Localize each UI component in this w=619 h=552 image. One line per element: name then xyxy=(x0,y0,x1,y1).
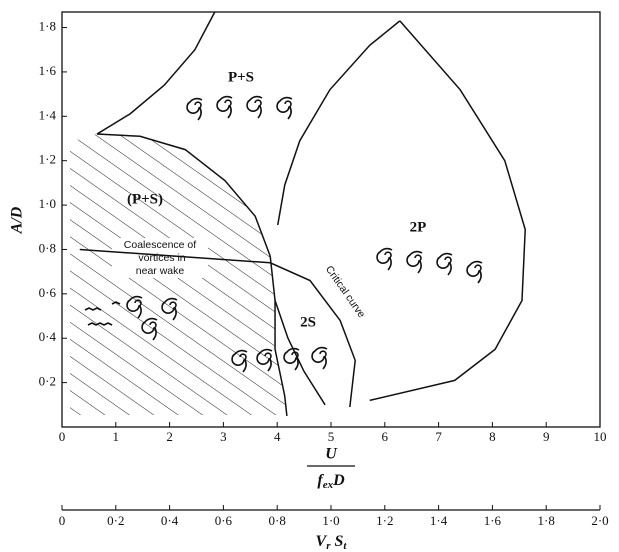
x2-tick-label: 1·4 xyxy=(430,513,448,528)
x-tick-label: 5 xyxy=(328,429,335,444)
x2-tick-label: 0 xyxy=(59,513,66,528)
x-tick-label: 2 xyxy=(166,429,173,444)
x2-tick-label: 1·2 xyxy=(376,513,393,528)
x-tick-label: 10 xyxy=(594,429,607,444)
x-axis-label-numerator: U xyxy=(325,446,338,463)
x-tick-label: 9 xyxy=(543,429,550,444)
x-tick-label: 3 xyxy=(220,429,227,444)
region-label: 2P xyxy=(410,219,427,235)
label-sub: t xyxy=(343,540,347,552)
x2-tick-label: 2·0 xyxy=(591,513,608,528)
label-sub: ex xyxy=(323,479,334,491)
x-tick-label: 1 xyxy=(113,429,120,444)
boundary-curve xyxy=(276,20,401,226)
y-tick-label: 1·6 xyxy=(39,63,57,78)
y-tick-label: 0·4 xyxy=(39,329,57,344)
y-tick-label: 1·0 xyxy=(39,196,56,211)
x-tick-label: 7 xyxy=(435,429,442,444)
boundary-curve xyxy=(96,133,288,416)
x2-tick-label: 0·2 xyxy=(107,513,124,528)
label-part: V xyxy=(316,533,328,550)
x-tick-label: 8 xyxy=(489,429,496,444)
vortex-sketches xyxy=(84,95,483,373)
note: near wake xyxy=(136,265,185,277)
y-tick-label: 0·2 xyxy=(39,374,56,389)
y-tick-label: 1·2 xyxy=(39,152,56,167)
boundary-curve xyxy=(369,20,526,402)
x2-tick-label: 0·6 xyxy=(215,513,233,528)
x2-tick-label: 1·6 xyxy=(484,513,502,528)
x-tick-label: 4 xyxy=(274,429,281,444)
boundary-curve xyxy=(274,300,326,406)
x2-tick-label: 0·4 xyxy=(161,513,179,528)
note: Coalescence of xyxy=(124,239,196,251)
x-axis-label-denominator: fexD xyxy=(317,472,345,491)
label-part: f xyxy=(317,472,324,489)
boundary-curve xyxy=(79,248,356,408)
x-tick-label: 0 xyxy=(59,429,66,444)
y-axis-label: A/D xyxy=(9,206,26,234)
label-sub: r xyxy=(326,540,331,552)
x-tick-label: 6 xyxy=(382,429,389,444)
boundary-curve xyxy=(96,11,216,135)
label-part: D xyxy=(332,472,345,489)
region-label: (P+S) xyxy=(127,191,163,207)
label-part: S xyxy=(334,533,343,550)
x2-tick-label: 1·0 xyxy=(322,513,339,528)
region-label: P+S xyxy=(228,69,254,85)
x2-tick-label: 1·8 xyxy=(538,513,555,528)
region-label: 2S xyxy=(300,314,316,330)
y-tick-label: 0·6 xyxy=(39,285,57,300)
note: Critical curve xyxy=(323,264,368,321)
x2-axis-label: Vr St xyxy=(316,533,348,552)
y-tick-label: 1·4 xyxy=(39,107,57,122)
x2-tick-label: 0·8 xyxy=(269,513,286,528)
y-tick-label: 0·8 xyxy=(39,240,56,255)
y-tick-label: 1·8 xyxy=(39,19,56,34)
